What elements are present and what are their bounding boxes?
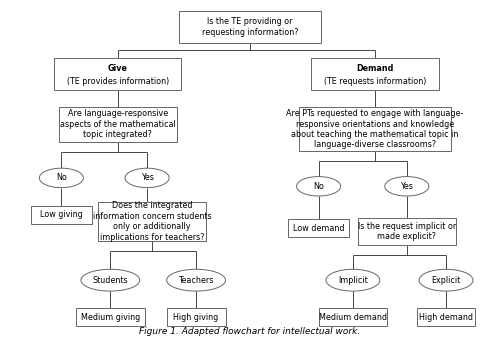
Text: Does the integrated
information concern students
only or additionally
implicatio: Does the integrated information concern … [92,202,212,241]
FancyBboxPatch shape [299,107,451,151]
Text: High giving: High giving [174,313,218,322]
Text: Students: Students [92,276,128,285]
Text: Implicit: Implicit [338,276,368,285]
Ellipse shape [81,269,140,291]
FancyBboxPatch shape [76,308,144,326]
Text: Yes: Yes [400,182,413,191]
Text: (TE requests information): (TE requests information) [324,77,426,86]
Ellipse shape [384,176,429,196]
Text: (TE provides information): (TE provides information) [66,77,169,86]
Text: Low giving: Low giving [40,210,82,219]
Text: Give: Give [108,64,128,73]
FancyBboxPatch shape [98,202,206,241]
FancyBboxPatch shape [311,58,438,90]
Text: Medium demand: Medium demand [319,313,387,322]
FancyBboxPatch shape [30,205,92,224]
Ellipse shape [326,269,380,291]
Text: Low demand: Low demand [293,224,344,233]
Ellipse shape [125,168,169,188]
Text: High demand: High demand [419,313,473,322]
FancyBboxPatch shape [416,308,476,326]
Text: Is the TE providing or
requesting information?: Is the TE providing or requesting inform… [202,17,298,37]
Text: Figure 1. Adapted flowchart for intellectual work.: Figure 1. Adapted flowchart for intellec… [140,327,360,335]
Text: No: No [56,173,67,183]
Text: Teachers: Teachers [178,276,214,285]
Ellipse shape [419,269,473,291]
Text: Yes: Yes [140,173,153,183]
FancyBboxPatch shape [179,11,321,43]
Text: Demand: Demand [356,64,394,73]
Text: Are language-responsive
aspects of the mathematical
topic integrated?: Are language-responsive aspects of the m… [60,109,176,139]
FancyBboxPatch shape [288,219,349,238]
Text: Is the request implicit or
made explicit?: Is the request implicit or made explicit… [358,222,456,241]
FancyBboxPatch shape [54,58,182,90]
Text: Medium giving: Medium giving [80,313,140,322]
Text: No: No [313,182,324,191]
FancyBboxPatch shape [318,308,387,326]
Text: Are PTs requested to engage with language-
responsive orientations and knowledge: Are PTs requested to engage with languag… [286,109,464,149]
FancyBboxPatch shape [358,219,456,245]
FancyBboxPatch shape [59,107,176,142]
FancyBboxPatch shape [166,308,226,326]
Text: Explicit: Explicit [432,276,460,285]
Ellipse shape [40,168,84,188]
Ellipse shape [296,176,341,196]
Ellipse shape [166,269,226,291]
